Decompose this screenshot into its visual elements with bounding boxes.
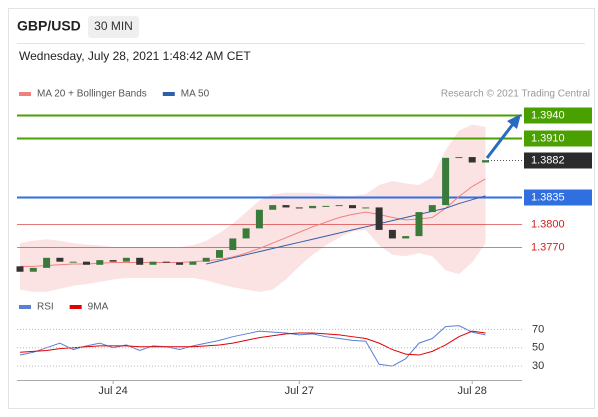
legend-label: RSI xyxy=(37,302,54,313)
rsi-line xyxy=(19,325,486,367)
candle xyxy=(242,228,250,239)
candle xyxy=(362,207,370,209)
arrow-head xyxy=(507,114,521,129)
candle xyxy=(322,205,330,207)
legend-label: MA 50 xyxy=(181,89,210,100)
level-badge xyxy=(524,130,592,147)
candle xyxy=(375,207,383,230)
candle xyxy=(216,250,223,258)
candle xyxy=(122,257,130,262)
level-label: 1.3770 xyxy=(531,241,565,253)
rsi-line xyxy=(19,330,486,356)
candle xyxy=(136,257,144,265)
x-tick-label: Jul 24 xyxy=(98,385,127,397)
level-label: 1.3940 xyxy=(531,109,565,121)
candle xyxy=(442,157,450,206)
candle xyxy=(83,261,90,265)
symbol: GBP/USD xyxy=(17,18,81,34)
candle xyxy=(149,261,157,265)
candle xyxy=(16,266,24,272)
level-label: 1.3882 xyxy=(531,154,565,166)
level-label: 1.3910 xyxy=(531,132,565,144)
candle xyxy=(29,267,37,272)
candle xyxy=(43,257,51,268)
timestamp: Wednesday, July 28, 2021 1:48:42 AM CET xyxy=(19,49,251,63)
candle xyxy=(162,261,170,263)
candle xyxy=(96,260,104,265)
candle xyxy=(309,205,317,209)
candle xyxy=(282,205,290,208)
candle xyxy=(295,207,303,209)
candle xyxy=(69,261,77,263)
candle xyxy=(415,212,423,237)
candle xyxy=(56,257,64,262)
x-tick-label: Jul 28 xyxy=(458,385,487,397)
candle xyxy=(255,209,263,229)
interval-badge xyxy=(88,16,139,38)
candle xyxy=(229,238,237,251)
level-label: 1.3835 xyxy=(531,191,565,203)
level-badge xyxy=(524,189,592,206)
candle xyxy=(109,260,117,262)
candle xyxy=(482,160,489,163)
candle xyxy=(176,262,184,265)
candle xyxy=(402,236,410,239)
candle xyxy=(428,205,436,213)
y-tick-label: 30 xyxy=(532,360,544,372)
arrow-shaft xyxy=(485,123,515,159)
ma50-line xyxy=(206,195,486,265)
x-tick-label: Jul 27 xyxy=(285,385,314,397)
credit: Research © 2021 Trading Central xyxy=(441,89,590,100)
interval: 30 MIN xyxy=(94,19,133,33)
legend-swatch xyxy=(19,305,31,309)
candle xyxy=(455,157,463,159)
legend-swatch xyxy=(69,305,82,309)
candle xyxy=(468,157,476,163)
candle xyxy=(269,205,277,210)
y-tick-label: 70 xyxy=(532,323,544,335)
legend-label: 9MA xyxy=(88,302,109,313)
legend-swatch xyxy=(162,92,175,96)
y-tick-label: 50 xyxy=(532,342,544,354)
level-label: 1.3800 xyxy=(531,218,565,230)
candle xyxy=(388,229,396,239)
legend-swatch xyxy=(19,92,31,96)
candle xyxy=(349,205,356,209)
candle xyxy=(335,205,343,207)
candle xyxy=(189,261,197,265)
bollinger-band xyxy=(20,124,486,292)
level-badge xyxy=(524,107,592,124)
candle xyxy=(202,257,210,262)
legend-label: MA 20 + Bollinger Bands xyxy=(37,89,147,100)
forecast-arrow xyxy=(485,114,521,159)
level-badge xyxy=(524,152,592,169)
